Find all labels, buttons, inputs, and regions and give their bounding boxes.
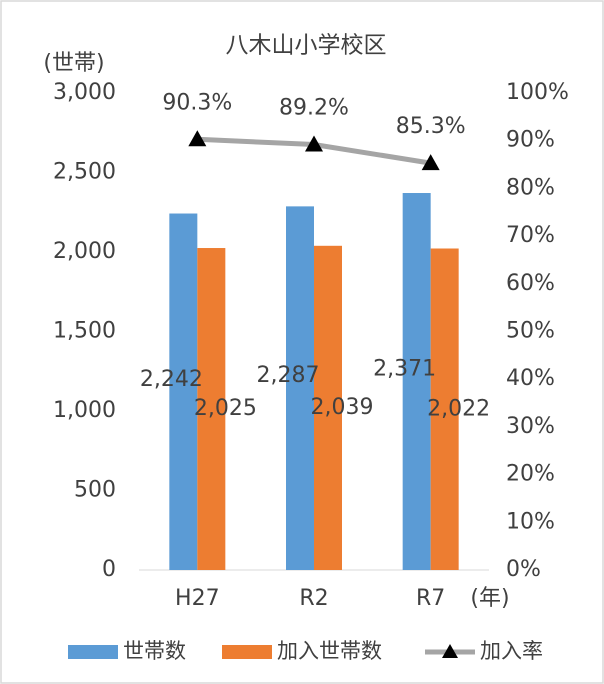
y2-tick-label: 100% [506,80,569,105]
data-label: 2,242 [140,367,203,392]
y2-tick-label: 70% [506,223,555,248]
legend-label: 世帯数 [123,639,186,663]
x-tick-label: R7 [416,586,445,611]
line-marker [421,154,440,171]
bar [314,245,342,570]
y2-tick-label: 60% [506,271,555,296]
legend-swatch [222,645,272,659]
chart-title: 八木山小学校区 [226,33,387,59]
bar [286,206,314,570]
legend-label: 加入世帯数 [277,639,382,663]
bar [197,248,226,570]
x-tick-label: H27 [175,586,220,611]
y2-tick-label: 50% [506,319,555,344]
y2-tick-label: 0% [506,557,541,582]
y2-tick-label: 40% [506,366,555,391]
data-label: 2,371 [373,357,436,382]
y-axis-label: (世帯) [43,51,104,76]
bar [430,248,459,570]
line-marker [305,135,323,152]
legend-swatch [68,645,118,659]
bar [402,193,431,571]
y-tick-label: 0 [102,557,116,582]
legend-swatch [442,644,458,658]
y-tick-label: 2,500 [53,160,116,185]
y-tick-label: 500 [74,478,116,503]
data-label: 2,039 [311,395,374,420]
y2-tick-label: 20% [506,462,555,487]
data-label: 2,287 [257,363,320,388]
y2-tick-label: 90% [506,128,555,153]
data-label: 2,022 [427,396,490,421]
x-tick-label: R2 [299,586,328,611]
y2-tick-label: 10% [506,509,555,534]
data-label: 90.3% [162,90,232,115]
data-label: 89.2% [279,96,349,121]
y2-tick-label: 80% [506,175,555,200]
y-tick-label: 1,500 [53,319,116,344]
y-tick-label: 3,000 [53,80,116,105]
legend-label: 加入率 [480,639,543,663]
data-label: 85.3% [396,114,466,139]
y2-tick-label: 30% [506,414,555,439]
y-tick-label: 1,000 [53,398,116,423]
line-marker [188,130,207,147]
y-tick-label: 2,000 [53,239,116,264]
bar [169,213,198,570]
data-label: 2,025 [194,396,257,421]
x-axis-label: (年) [470,586,509,611]
